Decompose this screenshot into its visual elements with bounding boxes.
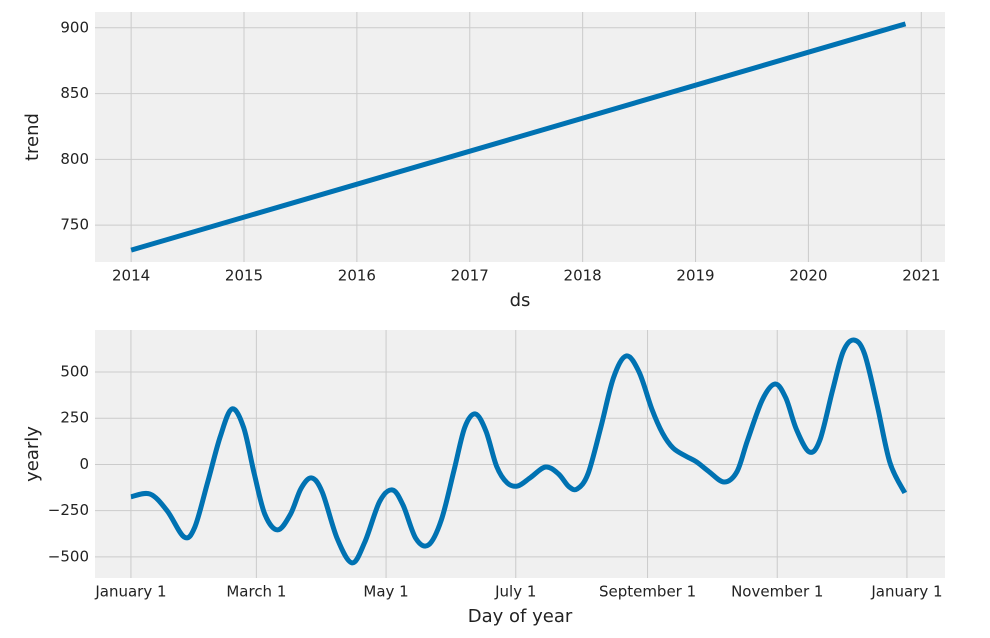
y-tick-label: 250 — [60, 409, 89, 427]
plot-area — [95, 330, 945, 578]
x-tick-label: 2014 — [112, 267, 150, 285]
y-axis-label: trend — [22, 113, 43, 161]
y-tick-label: 850 — [60, 84, 89, 102]
x-axis-label: Day of year — [468, 606, 573, 627]
x-tick-label: March 1 — [226, 583, 286, 601]
x-tick-label: January 1 — [870, 583, 942, 601]
x-tick-label: January 1 — [94, 583, 166, 601]
y-axis-label: yearly — [22, 426, 43, 482]
x-tick-label: 2015 — [225, 267, 263, 285]
x-tick-label: 2021 — [902, 267, 940, 285]
x-tick-label: May 1 — [363, 583, 408, 601]
x-axis-label: ds — [510, 290, 531, 311]
y-tick-label: −500 — [48, 547, 89, 565]
y-tick-label: 800 — [60, 150, 89, 168]
x-tick-label: 2016 — [338, 267, 376, 285]
x-tick-label: 2018 — [564, 267, 602, 285]
x-tick-label: November 1 — [731, 583, 823, 601]
line-series — [130, 337, 908, 566]
x-tick-label: 2020 — [789, 267, 827, 285]
y-tick-label: 0 — [79, 455, 89, 473]
y-tick-label: −250 — [48, 501, 89, 519]
x-tick-label: September 1 — [599, 583, 696, 601]
y-tick-label: 500 — [60, 362, 89, 380]
y-tick-label: 750 — [60, 216, 89, 234]
x-tick-label: 2019 — [676, 267, 714, 285]
x-tick-label: 2017 — [451, 267, 489, 285]
line-series — [130, 21, 907, 253]
y-tick-label: 900 — [60, 18, 89, 36]
x-tick-label: July 1 — [494, 583, 536, 601]
